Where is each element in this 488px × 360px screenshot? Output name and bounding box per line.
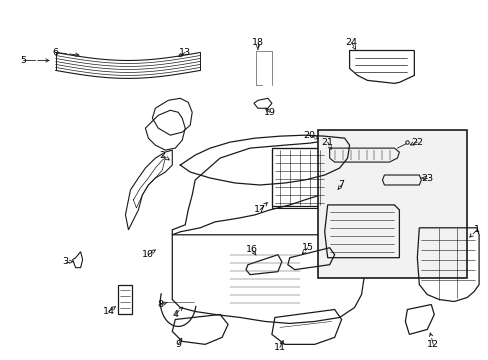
Text: 6: 6 [53,48,59,57]
Text: 23: 23 [420,174,432,183]
Text: 17: 17 [253,206,265,215]
Bar [271,148,326,208]
Text: 1: 1 [473,225,479,234]
Text: 24: 24 [345,38,357,47]
Bar [317,130,466,278]
Text: 5: 5 [20,56,26,65]
Text: 13: 13 [179,48,191,57]
Text: 15: 15 [301,243,313,252]
Text: 21: 21 [321,138,333,147]
Text: 8: 8 [157,300,163,309]
Text: 7: 7 [338,180,344,189]
Text: 9: 9 [175,340,181,349]
Text: 22: 22 [410,138,423,147]
Text: 20: 20 [303,131,315,140]
Text: 18: 18 [251,38,264,47]
Text: 2: 2 [159,150,165,159]
Text: 11: 11 [273,343,285,352]
Text: 10: 10 [142,250,154,259]
Text: 14: 14 [102,307,114,316]
Text: 4: 4 [172,310,178,319]
Bar [271,148,326,206]
Text: 3: 3 [62,257,69,266]
Text: 19: 19 [264,108,275,117]
Text: 12: 12 [427,340,438,349]
Text: 16: 16 [245,245,258,254]
